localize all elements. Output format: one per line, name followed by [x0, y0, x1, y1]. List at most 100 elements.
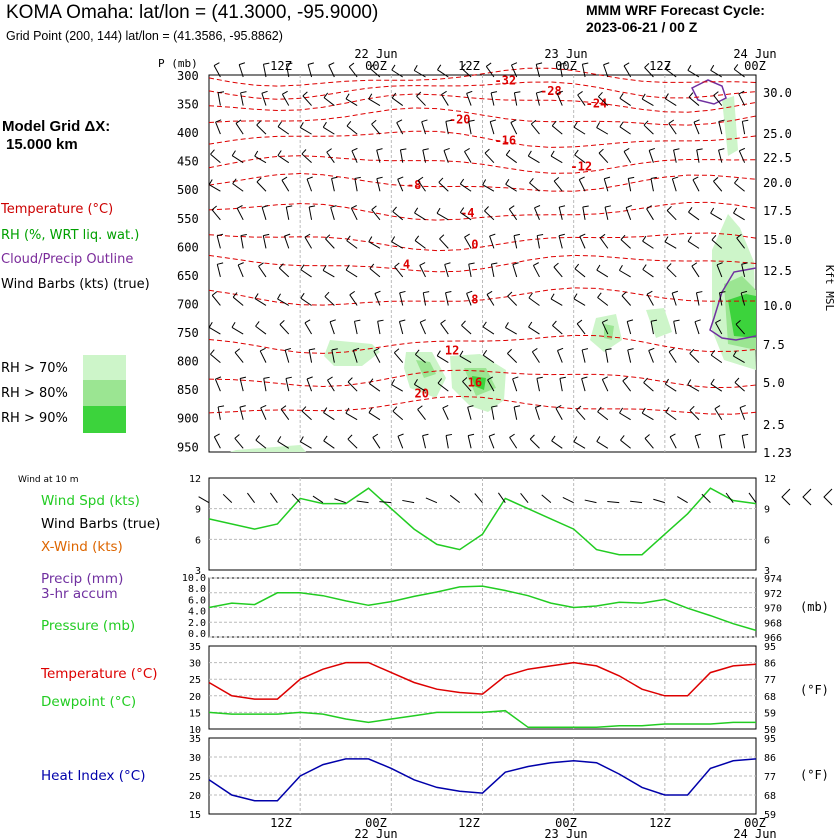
- wind-barb-flag: [420, 319, 426, 323]
- wind-barb-flag: [514, 405, 521, 408]
- wind-barb: [665, 411, 677, 421]
- wind-barb-flag: [286, 205, 293, 208]
- surface-barbs-label: Wind Barbs (true): [41, 516, 161, 532]
- heat-index-line: [208, 758, 757, 802]
- right-tick-label: 68: [764, 692, 776, 703]
- barb-legend-mark: [802, 488, 812, 506]
- wind-barb-flag: [718, 119, 725, 122]
- wind-barb-flag: [532, 348, 538, 353]
- wind-barb: [445, 435, 449, 449]
- wind-barb: [509, 437, 518, 449]
- surface-wind-barb: [677, 496, 688, 504]
- wind-barb-flag: [604, 205, 612, 208]
- wind-barb: [488, 436, 495, 449]
- wind-barb-flag: [718, 148, 725, 151]
- wind-barb: [445, 121, 449, 135]
- wind-barb-flag: [491, 91, 498, 94]
- wind-barb: [285, 64, 290, 78]
- right-tick-label: 95: [764, 734, 776, 745]
- wind-barb-flag: [623, 62, 630, 67]
- wind-barb-flag: [286, 62, 293, 65]
- wind-barb-flag: [256, 177, 262, 183]
- wind-barb-flag: [602, 376, 608, 380]
- wind-barb-flag: [598, 91, 603, 98]
- bottom-date-label: 24 Jun: [733, 827, 776, 840]
- wind-barb-flag: [738, 90, 745, 95]
- wind-barb-flag: [416, 91, 422, 97]
- wind-barb: [687, 69, 700, 78]
- wind-barb: [581, 349, 586, 363]
- isotherm-label: -20: [449, 113, 471, 127]
- wind-barb: [665, 68, 677, 78]
- wind-barb: [397, 436, 404, 449]
- wind-barb: [534, 207, 540, 220]
- wind-barb-flag: [736, 233, 742, 239]
- wind-barb: [439, 238, 449, 249]
- bottom-time-label: 00Z: [555, 816, 577, 830]
- wind-barb: [331, 178, 335, 192]
- wind-barb: [648, 350, 654, 363]
- wind-barb: [530, 123, 540, 135]
- left-tick-label: 15: [189, 810, 201, 821]
- wind-barb-flag: [557, 90, 563, 95]
- wind-barb-flag: [507, 348, 512, 354]
- wind-barb: [513, 406, 518, 420]
- wind-barb-flag: [489, 233, 496, 237]
- rh-90-swatch: [83, 406, 126, 433]
- wind-barb: [713, 180, 723, 192]
- wind-barb: [627, 349, 632, 363]
- wind-barb-flag: [529, 177, 534, 184]
- surface-wind-barb: [269, 492, 278, 503]
- wind-barb-flag: [509, 205, 515, 210]
- wind-barb: [414, 70, 426, 78]
- wind-barb-flag: [739, 404, 746, 409]
- wind-barb-flag: [711, 234, 717, 241]
- pressure-tick-label: 700: [177, 297, 199, 311]
- wind-barb-flag: [239, 62, 246, 66]
- wind-barb-flag: [239, 405, 246, 408]
- surface-wind-barb: [748, 492, 757, 503]
- wind-barb-flag: [466, 290, 473, 294]
- precip-tick-label: 2.0: [188, 618, 206, 629]
- pressure-tick-label: 974: [764, 574, 782, 585]
- wind-barb: [419, 321, 426, 335]
- wind-barb: [512, 378, 518, 392]
- wind-barb-flag: [285, 347, 292, 351]
- wind-barb: [666, 210, 677, 221]
- wind-barb-flag: [579, 233, 586, 237]
- wind-barb: [534, 407, 540, 420]
- wind-barb: [442, 407, 449, 420]
- wind-barb: [550, 155, 563, 164]
- wind-barb: [213, 65, 221, 78]
- wind-barb-flag: [641, 93, 646, 100]
- wind-barb: [558, 207, 563, 220]
- wind-barb: [236, 208, 244, 221]
- wind-barb: [536, 378, 540, 392]
- wind-barb: [664, 98, 677, 106]
- wind-barb: [535, 92, 540, 106]
- wind-barb: [579, 236, 586, 249]
- wind-barb-flag: [488, 433, 495, 437]
- isotherm-line: [208, 93, 757, 113]
- wind-barb-flag: [579, 176, 585, 181]
- wind-barb: [263, 378, 267, 392]
- right-tick-label: 86: [764, 753, 776, 764]
- wind-barb-flag: [555, 405, 562, 409]
- wind-barb-flag: [421, 119, 428, 123]
- wind-barb: [444, 264, 449, 278]
- wind-barb: [278, 267, 290, 278]
- wind-barb: [232, 296, 244, 306]
- wind-barb: [440, 323, 449, 335]
- wind-barb: [688, 96, 700, 106]
- wind-barb: [349, 294, 358, 306]
- wind-barb-flag: [582, 348, 589, 351]
- kft-tick-label: 1.23: [763, 446, 792, 460]
- wind-barb-flag: [487, 376, 494, 381]
- wind-barb-flag: [468, 262, 475, 265]
- kft-tick-label: 22.5: [763, 151, 792, 165]
- wind-barb: [734, 182, 745, 192]
- wind-barb: [573, 126, 586, 135]
- wind-barb-flag: [436, 350, 441, 357]
- wind-barb: [300, 441, 312, 449]
- wind-barb-flag: [689, 348, 695, 354]
